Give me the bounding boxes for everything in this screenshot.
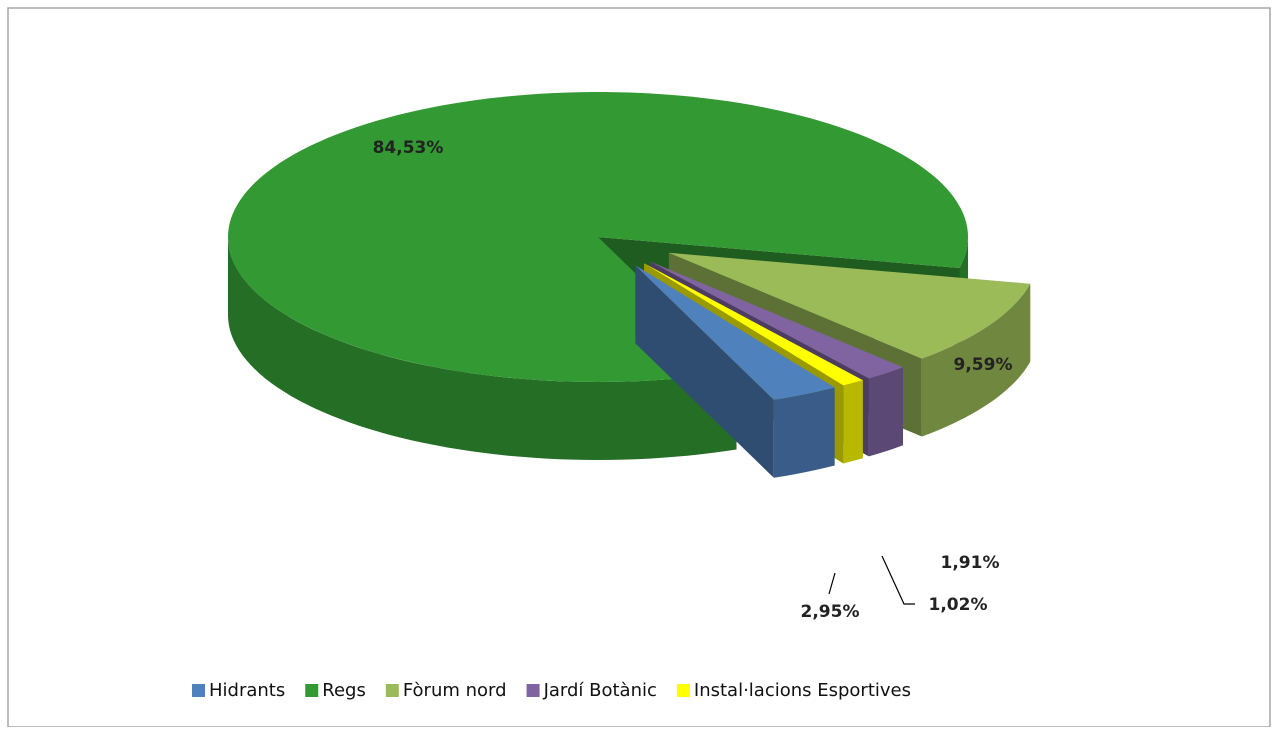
legend-label: Hidrants [209, 680, 285, 701]
legend-swatch [305, 684, 319, 697]
slice-wall [843, 380, 863, 464]
value-label: 84,53% [373, 138, 444, 158]
legend-label: Regs [322, 680, 366, 701]
slice-wall [921, 283, 1031, 437]
slice [668, 252, 1031, 359]
slice-wall [228, 237, 737, 460]
legend-swatch [526, 684, 540, 697]
legend-label: Instal·lacions Esportives [694, 680, 911, 701]
value-label: 2,95% [801, 602, 860, 622]
value-label: 1,02% [929, 595, 988, 615]
leader-line [881, 555, 915, 605]
slice [635, 265, 835, 400]
slice-wall [868, 367, 903, 457]
legend-label: Jardí Botànic [543, 680, 657, 701]
legend-swatch [385, 684, 399, 697]
slice [650, 261, 903, 379]
legend-label: Fòrum nord [403, 680, 507, 701]
slice [228, 92, 968, 382]
value-label: 1,91% [941, 553, 1000, 573]
slice [644, 263, 863, 386]
value-label: 9,59% [954, 355, 1013, 375]
legend-swatch [676, 684, 690, 697]
slice-face [635, 265, 774, 478]
legend-swatch [192, 684, 205, 697]
leader-line [828, 572, 836, 595]
slice-wall [773, 387, 835, 478]
